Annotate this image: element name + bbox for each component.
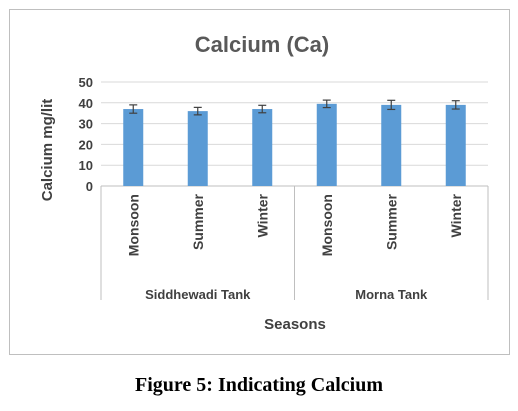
group-label: Morna Tank: [355, 287, 428, 302]
y-tick-label: 40: [79, 96, 93, 111]
bar: [187, 111, 208, 186]
y-tick-label: 10: [79, 158, 93, 173]
bar: [252, 109, 273, 186]
group-label: Siddhewadi Tank: [145, 287, 251, 302]
x-tick-label: Winter: [254, 193, 270, 237]
chart-area: Calcium (Ca) 0 10 20 30 40 50 Monsoon Summer Win…: [9, 9, 510, 355]
x-tick-label: Summer: [383, 193, 399, 250]
x-tick-label: Monsoon: [125, 194, 141, 256]
y-tick-label: 50: [79, 75, 93, 90]
x-tick-label: Winter: [448, 193, 464, 237]
bar: [445, 104, 466, 186]
x-tick-label: Summer: [190, 193, 206, 250]
y-tick-label: 30: [79, 117, 93, 132]
y-tick-label: 20: [79, 137, 93, 152]
figure-caption: Figure 5: Indicating Calcium: [135, 374, 383, 396]
bar-chart: Calcium (Ca) 0 10 20 30 40 50 Monsoon Summer Win…: [39, 32, 489, 333]
bar: [316, 103, 337, 186]
y-axis-title: Calcium mg/lit: [39, 99, 56, 202]
chart-title: Calcium (Ca): [195, 32, 329, 57]
y-tick-label: 0: [86, 179, 93, 194]
bar: [123, 109, 144, 186]
x-tick-label: Monsoon: [319, 194, 335, 256]
bar: [381, 104, 402, 186]
x-axis-title: Seasons: [264, 316, 326, 333]
